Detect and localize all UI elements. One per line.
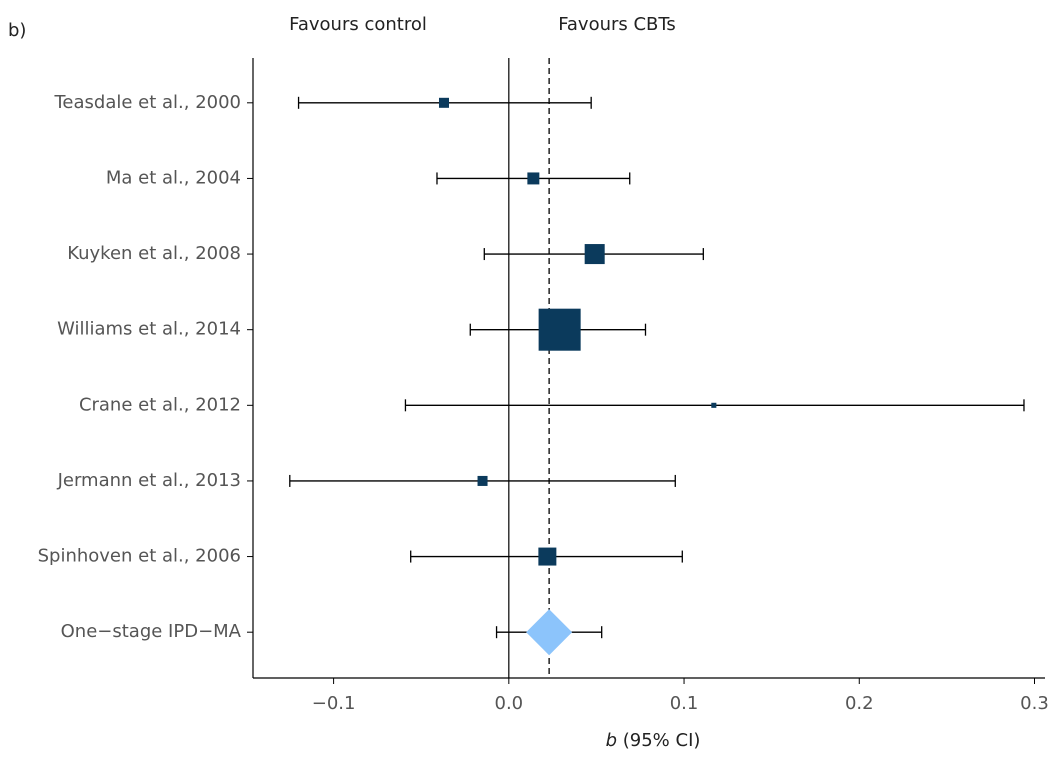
x-axis-title: b (95% CI) [606, 730, 701, 751]
x-tick-label: 0.2 [845, 693, 874, 714]
study-square [584, 244, 605, 265]
x-tick-label: 0.3 [1020, 693, 1049, 714]
study-square [538, 308, 581, 351]
study-square [527, 172, 540, 185]
right-label: Favours CBTs [558, 14, 676, 35]
x-tick-label: −0.1 [312, 693, 356, 714]
y-tick-label: Kuyken et al., 2008 [67, 243, 241, 264]
study-square [477, 475, 488, 486]
y-tick-label: Teasdale et al., 2000 [53, 92, 241, 113]
study-square [438, 97, 449, 108]
x-axis-variable: b [606, 730, 617, 751]
y-tick-label: Jermann et al., 2013 [57, 470, 241, 491]
y-tick-label: Ma et al., 2004 [106, 167, 241, 188]
pooled-diamond [526, 609, 573, 656]
study-square [711, 402, 717, 408]
y-tick-label: Williams et al., 2014 [57, 319, 241, 340]
left-label: Favours control [289, 14, 427, 35]
y-tick-label: Crane et al., 2012 [79, 394, 241, 415]
x-axis-label: (95% CI) [623, 730, 701, 751]
x-tick-label: 0.1 [670, 693, 699, 714]
y-tick-label: Spinhoven et al., 2006 [38, 546, 241, 567]
y-tick-label: One−stage IPD−MA [61, 621, 242, 642]
study-square [538, 547, 557, 566]
x-tick-label: 0.0 [495, 693, 524, 714]
panel-label: b) [8, 20, 26, 41]
